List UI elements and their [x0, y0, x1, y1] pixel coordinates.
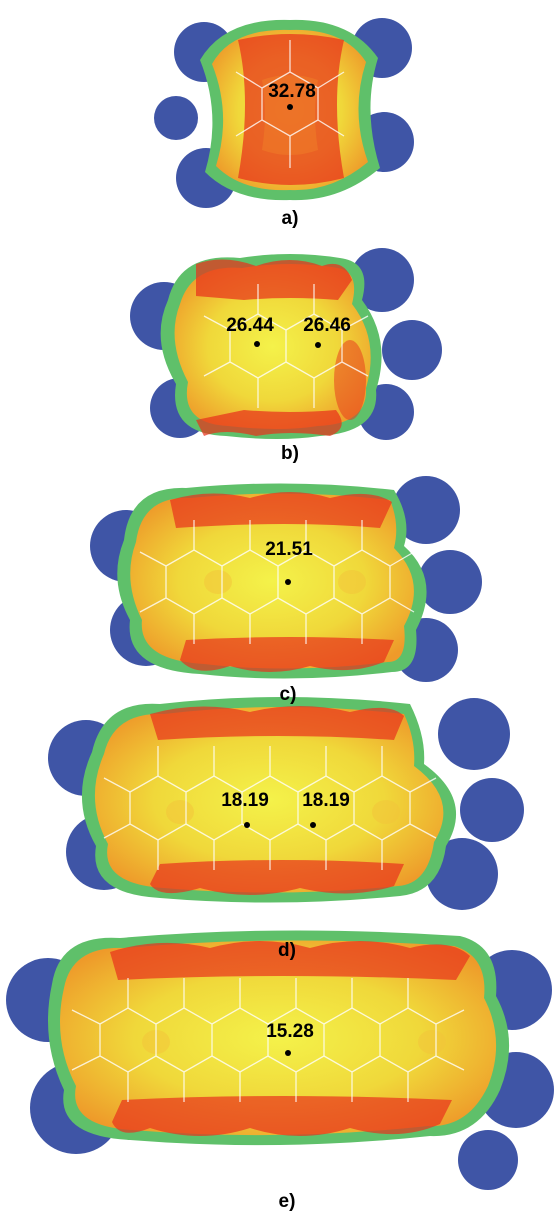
center-point-left [254, 341, 260, 347]
molecule-skeleton [71, 978, 465, 1102]
panel-a [154, 18, 414, 208]
value-label-c: 21.51 [265, 539, 313, 560]
molecule-skeleton [139, 520, 415, 644]
panel-d [48, 697, 524, 910]
center-point [285, 579, 291, 585]
molecule-skeleton [235, 40, 345, 168]
panel-label-b: b) [281, 443, 299, 464]
panel-c [90, 476, 482, 682]
panel-label-d: d) [278, 940, 296, 961]
center-point [285, 1050, 291, 1056]
center-point-left [244, 822, 250, 828]
value-label-b-left: 26.44 [226, 315, 274, 336]
panel-b [130, 248, 442, 440]
panel-e [6, 930, 554, 1190]
value-label-e: 15.28 [266, 1021, 314, 1042]
surface [48, 930, 510, 1146]
value-label-b-right: 26.46 [303, 315, 351, 336]
center-point-right [310, 822, 316, 828]
surface [200, 19, 380, 201]
surface [160, 254, 382, 439]
molecule-skeleton [203, 284, 369, 408]
panel-label-e: e) [279, 1191, 296, 1212]
value-label-a: 32.78 [268, 81, 316, 102]
value-label-d-right: 18.19 [302, 790, 350, 811]
value-label-d-left: 18.19 [221, 790, 269, 811]
surface [81, 697, 457, 903]
panel-label-c: c) [280, 684, 297, 705]
center-point-right [315, 342, 321, 348]
center-point [287, 104, 293, 110]
panel-label-a: a) [282, 208, 299, 229]
molecule-skeleton [103, 746, 437, 870]
surface [117, 483, 427, 679]
